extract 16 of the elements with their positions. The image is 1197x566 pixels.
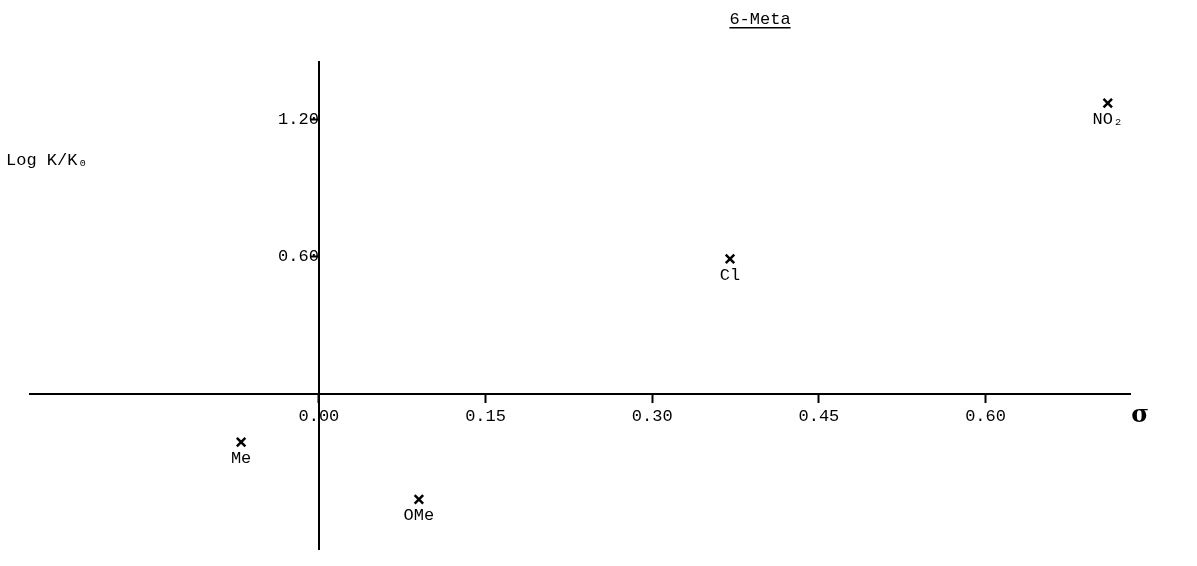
point (1102, 97, 1114, 109)
x-tick-label: 0.15 (465, 406, 506, 426)
x-tick-label: 0.45 (798, 406, 840, 426)
annotation: Me (230, 449, 252, 469)
y-axis-title: Log K/K₀ (6, 150, 88, 170)
x-tick-label: 0.30 (631, 406, 673, 426)
annotation: OMe (403, 506, 435, 526)
y-tick-label: 1.20 (278, 109, 319, 129)
point (413, 493, 425, 505)
point (235, 436, 247, 448)
annotation: Cl (719, 265, 741, 285)
x-tick-label: 0.60 (965, 406, 1006, 426)
annotation: NO₂ (1092, 110, 1124, 130)
chart-title: 6-Meta (729, 10, 791, 29)
point (724, 253, 736, 265)
x-axis-title: σ (1131, 399, 1149, 429)
